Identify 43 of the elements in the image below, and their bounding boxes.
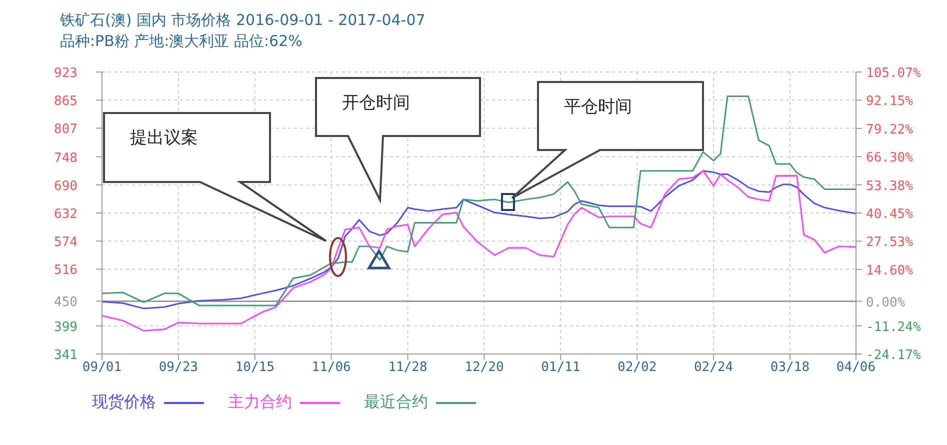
y2-tick-label: -11.24%	[866, 320, 921, 335]
x-tick-label: 03/18	[770, 360, 810, 376]
y2-tick-label: 79.22%	[866, 122, 914, 138]
y-tick-label: 923	[54, 66, 78, 81]
y2-tick-label: 27.53%	[866, 235, 914, 250]
y-tick-label: 399	[54, 320, 78, 335]
x-tick-label: 12/20	[464, 360, 504, 376]
y2-tick-label: 0.00%	[866, 295, 906, 310]
y2-tick-label: 66.30%	[866, 150, 914, 166]
y-tick-label: 516	[54, 263, 78, 278]
legend-label: 主力合约	[228, 392, 292, 413]
y-tick-label: 690	[54, 178, 78, 194]
y2-tick-label: 105.07%	[866, 66, 921, 81]
x-tick-label: 11/28	[388, 360, 428, 376]
legend-label: 最近合约	[364, 392, 428, 413]
callout-box: 提出议案	[103, 112, 327, 242]
annotation: 平仓时间	[564, 97, 632, 117]
x-tick-label: 04/06	[836, 360, 876, 376]
x-tick-label: 01/11	[541, 360, 580, 376]
annotation: 提出议案	[130, 128, 198, 148]
y-tick-label: 341	[54, 348, 78, 363]
y-tick-label: 748	[54, 150, 78, 166]
y2-tick-label: 14.60%	[866, 263, 914, 278]
x-tick-label: 02/02	[618, 360, 657, 376]
x-tick-label: 11/06	[312, 360, 351, 376]
legend-label: 现货价格	[92, 392, 156, 413]
y2-tick-label: 53.38%	[866, 178, 914, 194]
callout-box: 平仓时间	[511, 81, 704, 199]
chart-subtitle: 品种:PB粉 产地:澳大利亚 品位:62%	[60, 31, 304, 52]
y-tick-label: 807	[54, 122, 78, 138]
y-tick-label: 632	[54, 207, 78, 222]
y-tick-label: 574	[54, 235, 78, 250]
y2-tick-label: 40.45%	[866, 207, 914, 222]
x-tick-label: 09/01	[82, 360, 122, 376]
chart-title: 铁矿石(澳) 国内 市场价格 2016-09-01 - 2017-04-07	[60, 10, 426, 31]
y-tick-label: 450	[54, 295, 78, 310]
y2-tick-label: 92.15%	[866, 94, 914, 110]
x-tick-label: 02/24	[694, 360, 734, 376]
callout-box: 开仓时间	[315, 77, 481, 204]
x-tick-label: 09/23	[158, 360, 198, 376]
annotation: 开仓时间	[342, 93, 410, 113]
y-tick-label: 865	[54, 94, 78, 110]
x-tick-label: 10/15	[235, 360, 274, 376]
